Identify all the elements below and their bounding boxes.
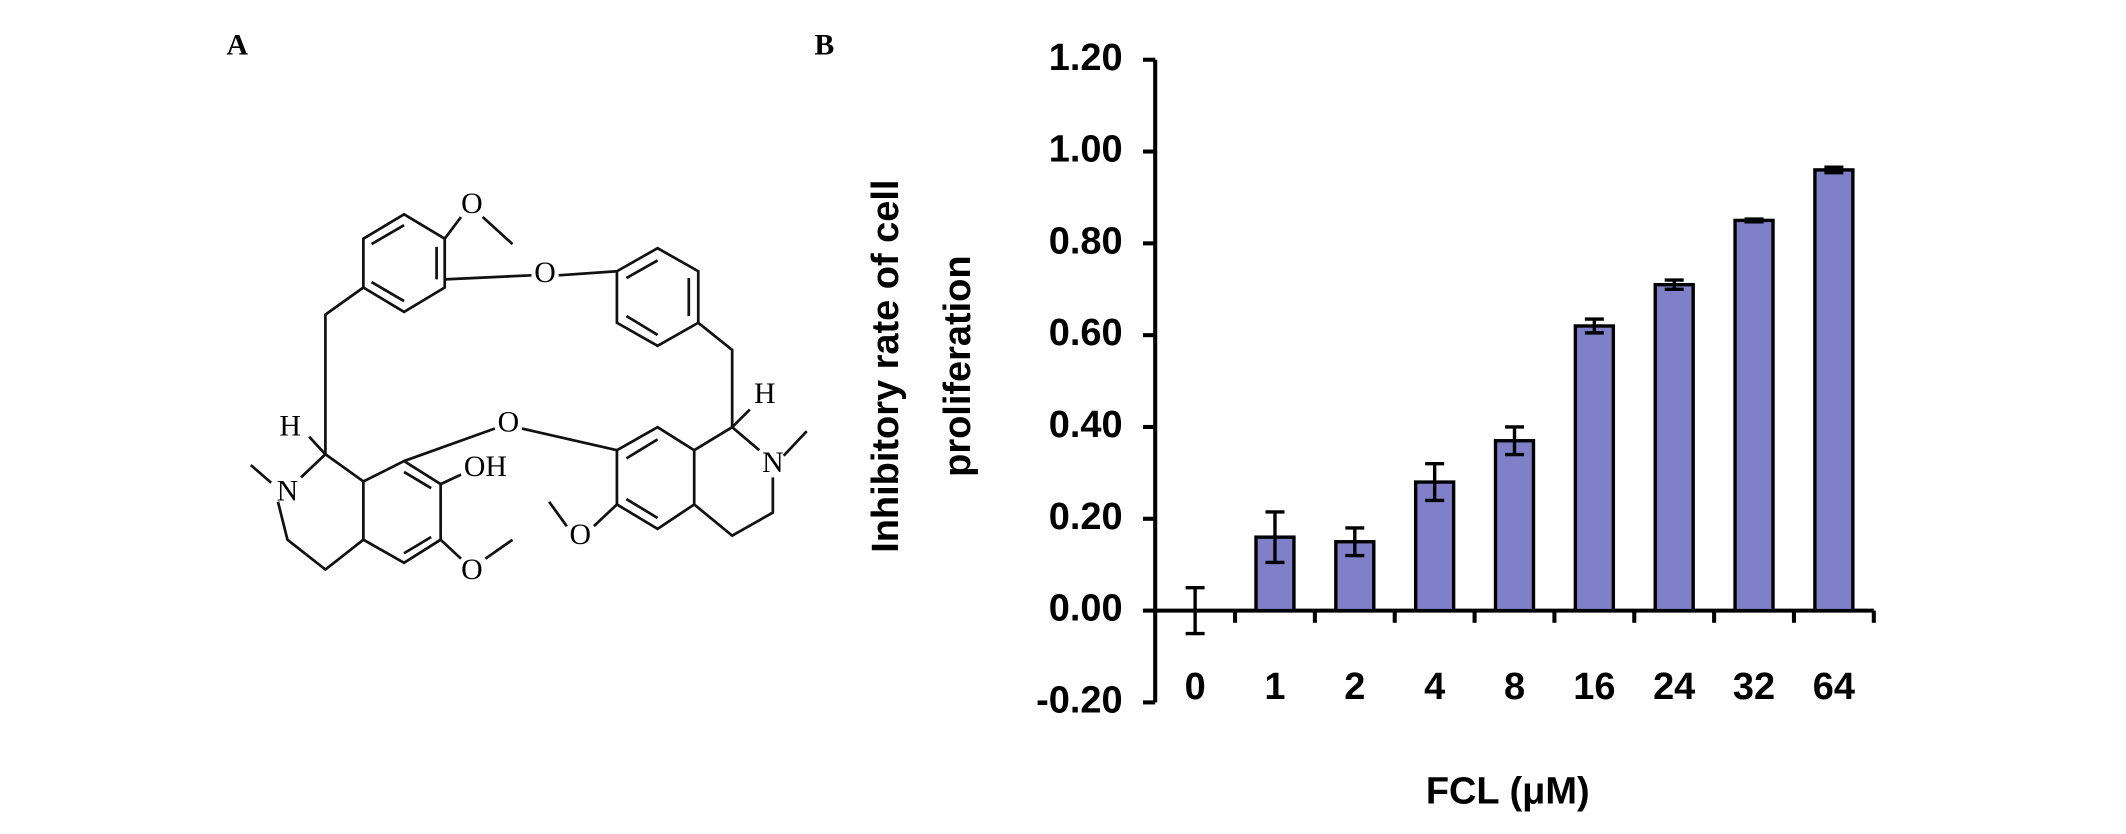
x-tick-label: 2	[1344, 666, 1365, 708]
error-bar	[1425, 462, 1445, 503]
error-bar	[1345, 526, 1365, 558]
y-tick-label: 0.80	[1049, 220, 1123, 262]
y-axis-title: Inhibitory rate of cell	[865, 180, 907, 553]
y-axis-title: proliferation	[937, 255, 979, 476]
x-tick-label: 4	[1424, 666, 1445, 708]
bar-chart: Inhibitory rate of cell proliferation FC…	[865, 37, 1876, 812]
y-tick-label: 0.20	[1049, 496, 1123, 538]
atom-label: N	[277, 474, 299, 507]
chemical-structure: O O O OH O O H N H N	[249, 187, 808, 586]
error-bar	[1505, 425, 1524, 457]
bar	[1733, 218, 1775, 613]
y-tick-label: 1.00	[1049, 129, 1123, 171]
atom-label: OH	[464, 450, 507, 483]
bar	[1493, 439, 1536, 613]
bonds	[249, 212, 808, 572]
error-bar	[1744, 217, 1764, 224]
x-axis-title: FCL (μM)	[1426, 770, 1590, 812]
bar	[1813, 168, 1855, 613]
bar	[1653, 282, 1695, 613]
y-tick-label: 0.00	[1049, 588, 1123, 630]
error-bar	[1185, 585, 1205, 636]
y-tick-label: 1.20	[1049, 37, 1123, 79]
panel-label: A	[227, 28, 249, 61]
atom-label: N	[762, 446, 784, 479]
x-tick-label: 0	[1185, 666, 1206, 708]
x-tick-label: 64	[1813, 666, 1855, 708]
error-bar	[1265, 510, 1285, 565]
x-tick-label: 8	[1504, 666, 1525, 708]
x-tick-label: 16	[1573, 666, 1615, 708]
y-tick-label: 0.40	[1049, 404, 1123, 446]
atom-label: O	[461, 553, 483, 586]
atom-label: O	[461, 187, 483, 220]
error-bar	[1664, 278, 1684, 291]
bar	[1573, 324, 1616, 613]
x-tick-label: 24	[1653, 666, 1695, 708]
error-bar	[1584, 317, 1604, 335]
panel-label: B	[814, 28, 834, 61]
y-tick-label: -0.20	[1036, 679, 1123, 721]
y-tick-label: 0.60	[1049, 312, 1123, 354]
atom-label: O	[498, 405, 520, 438]
atom-label: H	[279, 409, 301, 442]
error-bar	[1824, 165, 1844, 175]
atom-label: O	[534, 256, 556, 289]
x-tick-label: 1	[1264, 666, 1285, 708]
x-tick-label: 32	[1733, 666, 1775, 708]
atom-label: O	[570, 518, 592, 551]
atom-label: H	[754, 377, 776, 410]
bar	[1413, 480, 1456, 613]
